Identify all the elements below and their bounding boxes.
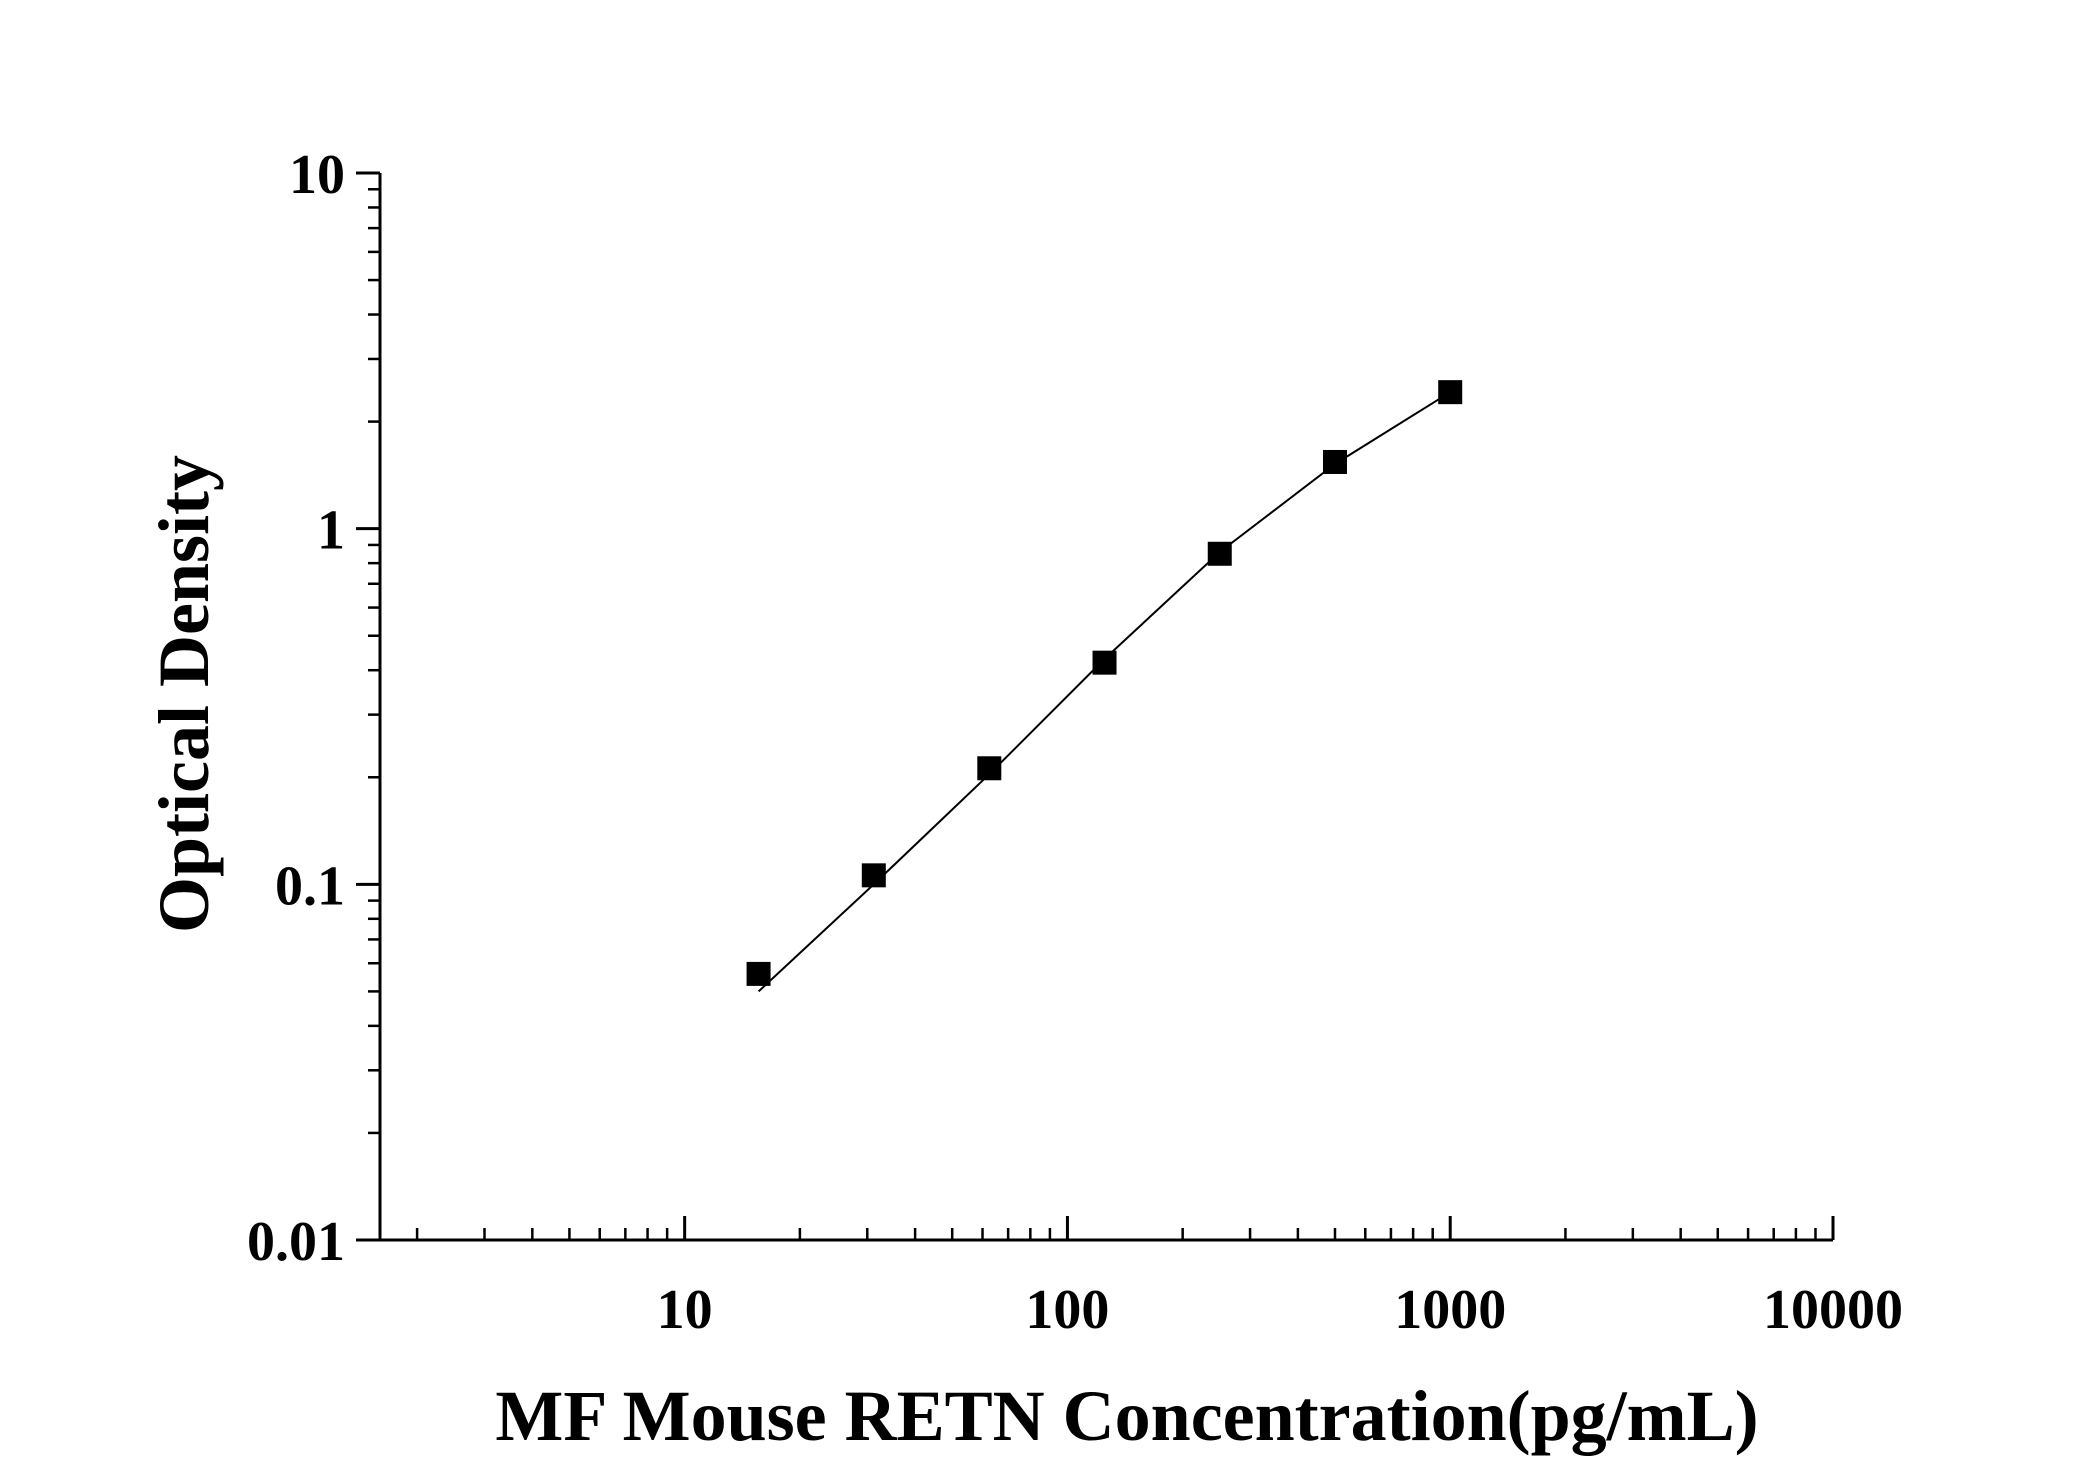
y-tick-label: 10: [289, 144, 345, 206]
fit-curve: [757, 391, 1451, 993]
x-tick-label: 10: [657, 1279, 713, 1341]
y-tick-label: 1: [317, 500, 345, 562]
data-point: [746, 961, 771, 986]
data-point: [861, 863, 886, 888]
data-point: [1092, 650, 1117, 675]
data-point: [1438, 380, 1463, 405]
y-tick-label: 0.1: [275, 855, 345, 917]
x-tick-label: 1000: [1394, 1279, 1506, 1341]
axes-layer: 10 100 1000 10000 0.01 0.1 1 10: [247, 144, 1903, 1341]
x-tick-label: 10000: [1763, 1279, 1903, 1341]
data-point: [1322, 449, 1347, 474]
x-axis-label: MF Mouse RETN Concentration(pg/mL): [495, 1376, 1758, 1456]
y-axis-label: Optical Density: [144, 455, 224, 933]
data-points-layer: [746, 380, 1463, 986]
y-tick-label: 0.01: [247, 1211, 345, 1273]
data-point: [1207, 541, 1232, 566]
labels-layer: MF Mouse RETN Concentration(pg/mL) Optic…: [144, 455, 1759, 1456]
x-tick-label: 100: [1025, 1279, 1109, 1341]
data-point: [977, 756, 1002, 781]
fit-line-layer: [757, 391, 1451, 993]
